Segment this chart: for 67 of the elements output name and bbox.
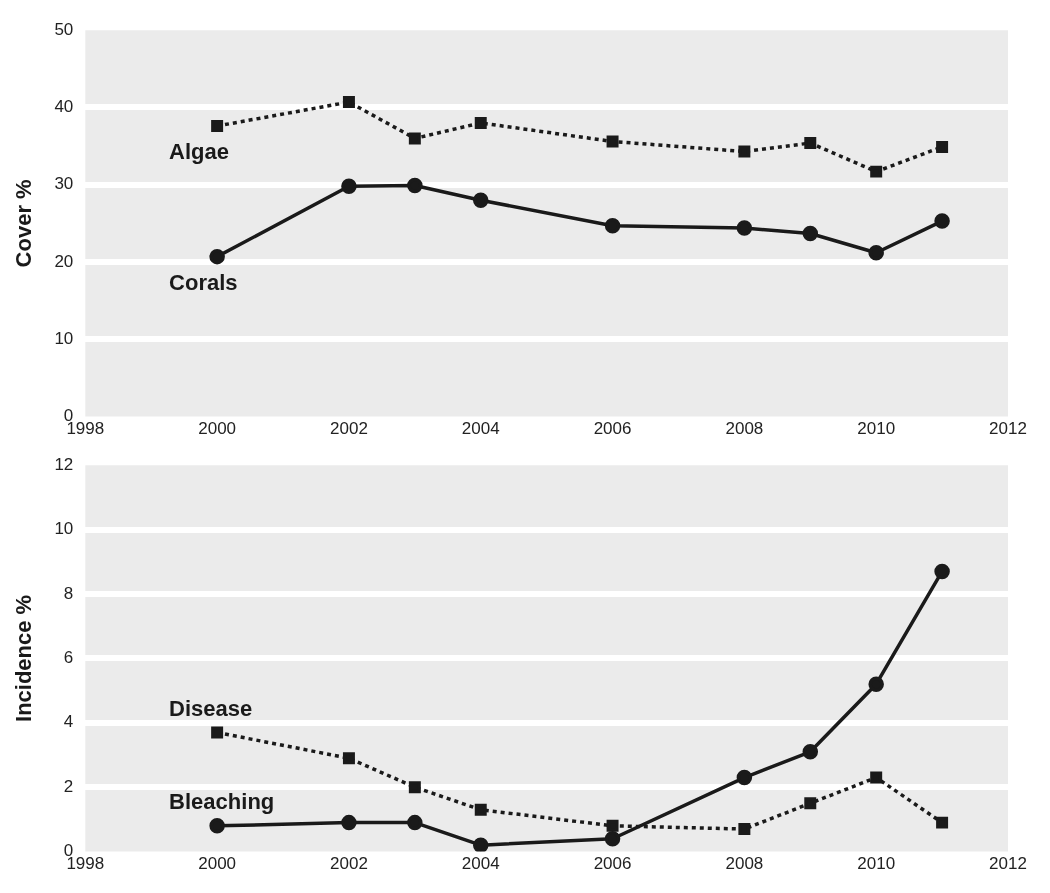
point [341,178,357,195]
point [209,818,225,834]
x-tick-label: 2004 [461,419,500,439]
point [211,726,224,739]
point [870,771,883,784]
x-tick-label: 2006 [593,854,632,874]
x-tick-label: 2002 [330,854,368,874]
y-tick-label: 4 [63,712,74,732]
y-axis-title: Cover % [11,179,37,268]
point [738,823,751,836]
y-tick-label: 8 [63,583,74,603]
point [870,165,883,178]
point [868,245,884,261]
point [934,563,950,580]
point [736,769,753,786]
point [473,837,489,852]
point [934,213,950,229]
point [604,217,621,234]
point [474,116,487,129]
point [341,814,357,831]
y-tick-label: 2 [63,776,74,796]
y-tick-label: 20 [54,251,74,271]
point [802,225,819,242]
point [804,797,817,810]
point [474,803,487,816]
x-tick-label: 2012 [989,854,1027,874]
point [408,132,421,145]
series-label: Corals [169,269,238,295]
point [868,676,884,692]
point [936,816,949,829]
x-tick-label: 2000 [198,854,237,874]
x-tick-label: 2012 [989,419,1027,439]
y-axis-title: Incidence % [11,594,37,722]
series-label: Disease [169,695,253,721]
x-tick-label: 2004 [461,854,500,874]
point [936,140,949,153]
x-tick-label: 2006 [593,419,632,439]
x-tick-label: 2000 [198,419,237,439]
point [606,819,619,832]
point [342,752,355,765]
point [407,177,423,194]
x-tick-label: 2008 [725,854,764,874]
point [408,781,421,794]
point [802,744,819,760]
y-tick-label: 6 [63,648,74,668]
point [604,830,621,847]
point [804,137,817,150]
series-label: Bleaching [169,788,275,814]
point [342,96,355,109]
y-tick-label: 12 [54,454,74,474]
x-tick-label: 2008 [725,419,764,439]
point [606,135,619,148]
point [473,192,489,208]
y-tick-label: 30 [54,174,74,194]
x-tick-label: 2010 [857,419,896,439]
point [736,220,753,236]
point [209,248,225,265]
y-tick-label: 50 [54,19,74,39]
point [407,814,423,831]
x-tick-label: 2002 [330,419,368,439]
x-tick-label: 2010 [857,854,896,874]
y-tick-label: 10 [54,329,74,349]
point [211,120,224,133]
y-tick-label: 10 [54,519,74,539]
point [738,145,751,158]
y-tick-label: 40 [54,97,74,117]
series-label: Algae [169,139,230,165]
